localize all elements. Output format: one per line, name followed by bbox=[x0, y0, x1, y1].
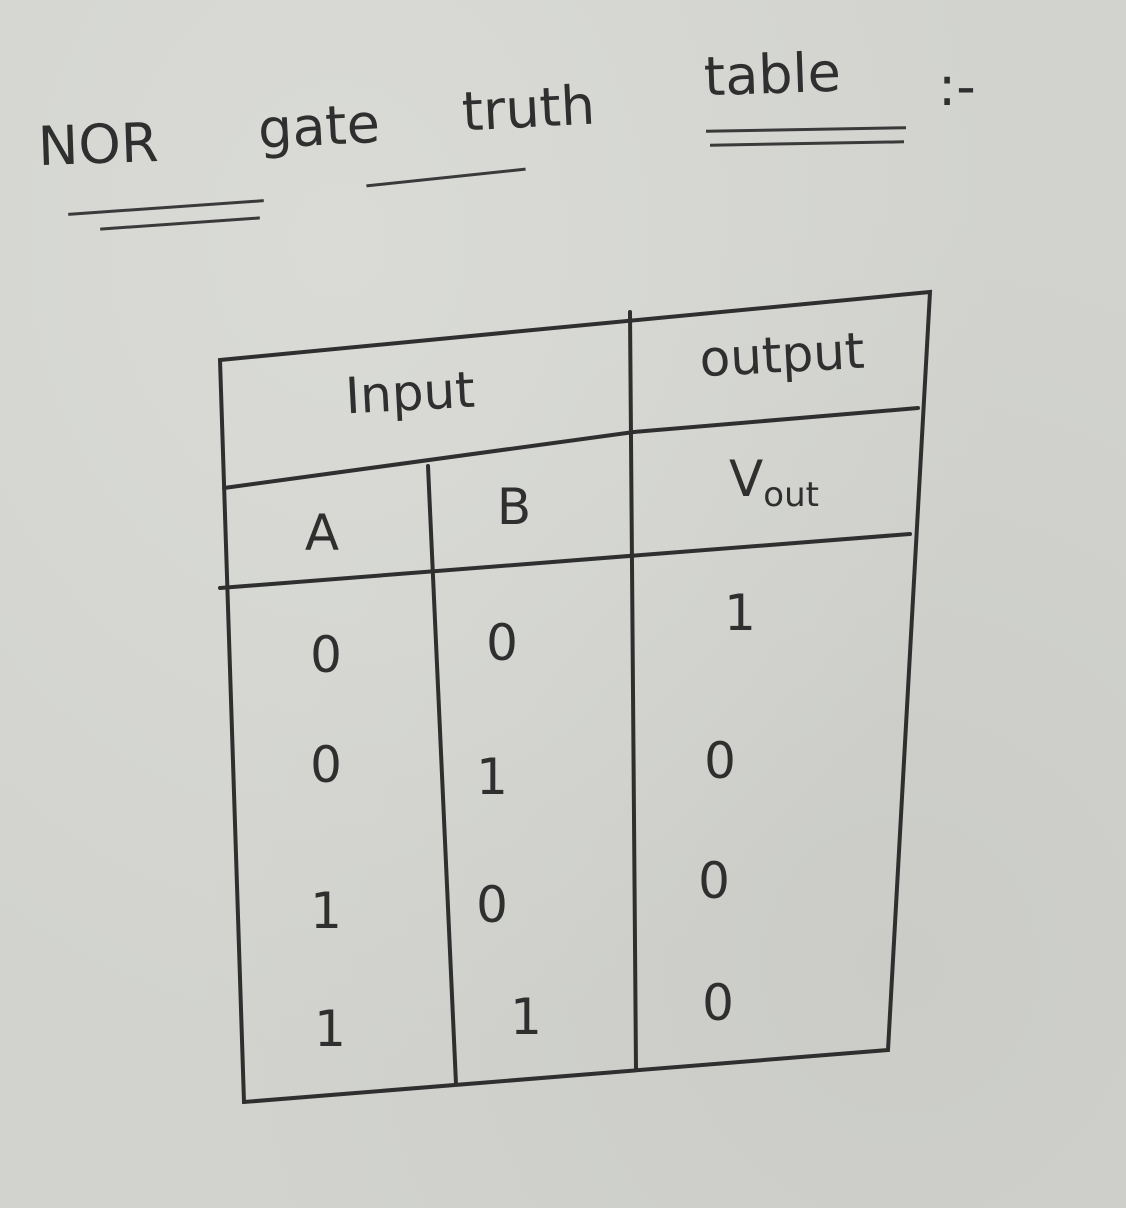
table-cell-out-row3: 0 bbox=[698, 852, 730, 910]
vout-subscript: out bbox=[763, 475, 819, 515]
table-cell-out-row4: 0 bbox=[702, 974, 734, 1032]
table-cell-b-row1: 0 bbox=[486, 614, 518, 672]
table-cell-a-row2: 0 bbox=[310, 736, 342, 794]
title-suffix: :- bbox=[938, 55, 976, 118]
vout-main: V bbox=[729, 450, 764, 508]
header-output: output bbox=[698, 321, 866, 389]
column-header-vout: Vout bbox=[729, 454, 819, 512]
column-header-b: B bbox=[496, 478, 532, 536]
table-cell-out-row1: 1 bbox=[724, 584, 756, 642]
header-input: Input bbox=[343, 360, 477, 426]
divider-under-output-header bbox=[632, 406, 920, 434]
table-outer-border bbox=[217, 289, 933, 1105]
column-header-a: A bbox=[304, 504, 340, 562]
table-cell-a-row1: 0 bbox=[310, 626, 342, 684]
table-cell-a-row3: 1 bbox=[310, 882, 342, 940]
table-cell-b-row3: 0 bbox=[476, 876, 508, 934]
table-cell-a-row4: 1 bbox=[314, 1000, 346, 1058]
divider-a-b bbox=[426, 464, 458, 1086]
table-cell-b-row4: 1 bbox=[510, 988, 542, 1046]
divider-under-input-header bbox=[222, 430, 636, 490]
table-cell-b-row2: 1 bbox=[476, 748, 508, 806]
divider-under-column-headers bbox=[218, 532, 912, 590]
divider-input-output bbox=[628, 310, 638, 1072]
table-cell-out-row2: 0 bbox=[704, 732, 736, 790]
